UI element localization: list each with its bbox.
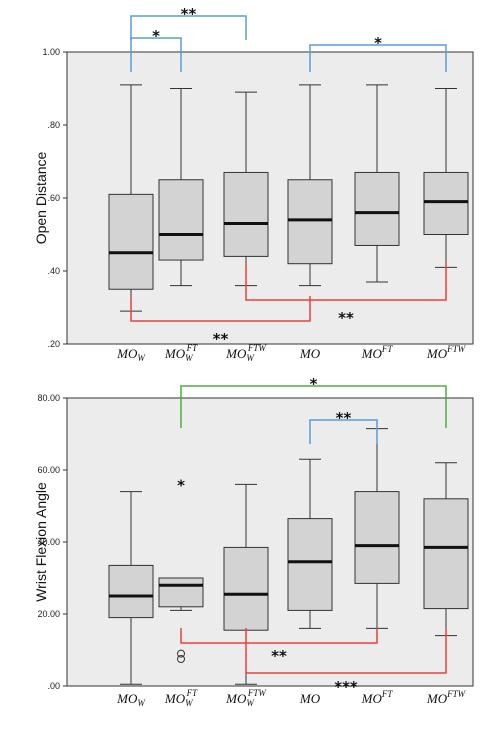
category-label: MOWFT	[164, 688, 198, 708]
significance-bracket: **	[180, 628, 378, 665]
outlier-point	[177, 649, 185, 658]
box-iqr	[223, 171, 269, 257]
significance-bracket: *	[180, 375, 447, 428]
bracket-line	[245, 628, 447, 674]
category-label: MOWFTW	[225, 688, 267, 708]
significance-label: *	[310, 375, 318, 393]
box-3	[223, 91, 269, 287]
significance-bracket: **	[245, 263, 447, 327]
y-tick-label: .80	[47, 120, 60, 130]
category-label: MOW	[116, 691, 146, 708]
significance-label: **	[271, 647, 287, 665]
category-label: MOWFTW	[225, 343, 267, 363]
box-4	[287, 84, 333, 287]
significance-bracket: *	[309, 34, 447, 72]
y-tick-label: .60	[47, 193, 60, 203]
box-iqr	[354, 171, 400, 246]
box-1	[108, 491, 154, 685]
box-iqr	[223, 546, 269, 631]
category-label: MO	[299, 691, 321, 706]
bracket-line	[130, 15, 247, 40]
box-iqr	[158, 577, 204, 608]
y-tick-label: 20.00	[37, 609, 60, 619]
box-iqr	[423, 498, 469, 610]
box-iqr	[287, 179, 333, 265]
plot-area	[66, 397, 474, 687]
box-iqr	[354, 491, 400, 584]
y-axis-label: Wrist Flexion Angle	[33, 482, 49, 602]
y-tick-label: 40.00	[37, 537, 60, 547]
category-label: MOFTW	[426, 689, 467, 706]
box-3	[223, 483, 269, 685]
y-tick-label: 80.00	[37, 393, 60, 403]
box-iqr	[423, 171, 469, 235]
significance-bracket: **	[309, 409, 378, 444]
bracket-line	[130, 296, 311, 322]
chart-panel-1: .20 .40 .60 .80 1.00 Open Distance MOW MOWFT MOW…	[33, 5, 474, 363]
y-tick-label: 1.00	[42, 47, 60, 57]
y-tick-label: 60.00	[37, 465, 60, 475]
bracket-line	[309, 419, 378, 444]
significance-label: ***	[334, 678, 358, 696]
chart-panel-2: .00 20.00 40.00 60.00 80.00 Wrist Flexion Ang…	[33, 375, 474, 708]
box-iqr	[108, 193, 154, 290]
bracket-line	[309, 44, 447, 72]
significance-label: **	[181, 5, 197, 23]
outlier-point	[177, 655, 185, 663]
box-2	[158, 88, 204, 287]
bracket-line	[130, 37, 182, 72]
category-label: MOW	[116, 346, 146, 363]
significance-bracket: *	[130, 27, 182, 72]
significance-label: *	[152, 27, 160, 45]
box-6	[423, 88, 469, 268]
significance-label: **	[338, 309, 354, 327]
box-2	[158, 577, 204, 611]
box-6	[423, 462, 469, 637]
y-tick-label: .40	[47, 266, 60, 276]
box-1	[108, 84, 154, 312]
box-iqr	[108, 564, 154, 619]
category-label: MO	[299, 346, 321, 361]
significance-label: *	[374, 34, 382, 52]
category-label: MOFT	[361, 689, 394, 706]
outlier-extreme: *	[177, 476, 185, 494]
box-iqr	[287, 518, 333, 611]
box-iqr	[158, 179, 204, 261]
bracket-line	[180, 628, 378, 644]
significance-label: **	[213, 330, 229, 348]
box-5	[354, 84, 400, 283]
category-label: MOWFT	[164, 343, 198, 363]
category-label: MOFT	[361, 344, 394, 361]
box-4	[287, 458, 333, 629]
y-tick-label: .00	[47, 681, 60, 691]
significance-bracket: **	[130, 296, 311, 348]
y-tick-label: .20	[47, 339, 60, 349]
y-axis-label: Open Distance	[33, 151, 49, 244]
significance-bracket: **	[130, 5, 247, 40]
significance-bracket: ***	[245, 628, 447, 696]
category-label: MOFTW	[426, 344, 467, 361]
bracket-line	[245, 263, 447, 301]
bracket-line	[180, 385, 447, 428]
significance-label: **	[336, 409, 352, 427]
